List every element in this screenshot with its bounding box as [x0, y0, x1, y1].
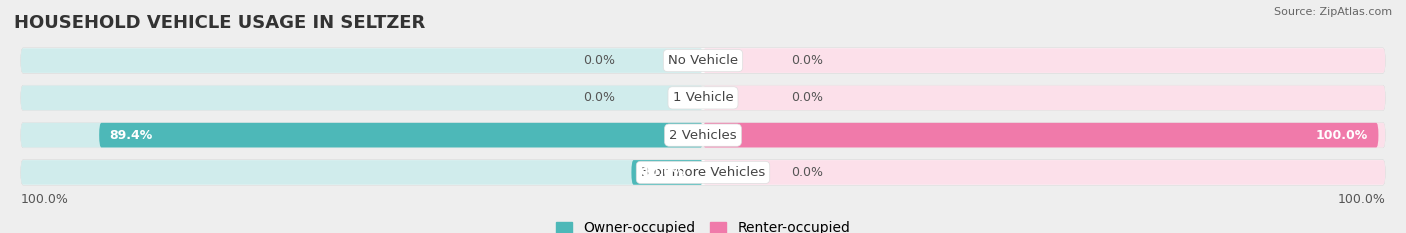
Text: 0.0%: 0.0%: [790, 54, 823, 67]
Text: HOUSEHOLD VEHICLE USAGE IN SELTZER: HOUSEHOLD VEHICLE USAGE IN SELTZER: [14, 14, 425, 32]
Text: 1 Vehicle: 1 Vehicle: [672, 91, 734, 104]
Text: 2 Vehicles: 2 Vehicles: [669, 129, 737, 142]
FancyBboxPatch shape: [21, 160, 1385, 185]
Text: 3 or more Vehicles: 3 or more Vehicles: [641, 166, 765, 179]
FancyBboxPatch shape: [100, 123, 703, 147]
Text: 0.0%: 0.0%: [583, 54, 616, 67]
Text: 100.0%: 100.0%: [21, 193, 69, 206]
FancyBboxPatch shape: [703, 123, 1385, 147]
FancyBboxPatch shape: [21, 85, 1385, 110]
Text: 100.0%: 100.0%: [1316, 129, 1368, 142]
Text: 89.4%: 89.4%: [110, 129, 152, 142]
FancyBboxPatch shape: [703, 48, 1385, 73]
FancyBboxPatch shape: [703, 123, 1378, 147]
Text: 0.0%: 0.0%: [790, 91, 823, 104]
Text: 0.0%: 0.0%: [790, 166, 823, 179]
FancyBboxPatch shape: [21, 123, 1385, 148]
Text: 100.0%: 100.0%: [1337, 193, 1385, 206]
Text: 10.6%: 10.6%: [641, 166, 685, 179]
FancyBboxPatch shape: [21, 160, 703, 185]
FancyBboxPatch shape: [631, 160, 703, 185]
Text: No Vehicle: No Vehicle: [668, 54, 738, 67]
FancyBboxPatch shape: [21, 123, 703, 147]
FancyBboxPatch shape: [21, 48, 1385, 73]
Legend: Owner-occupied, Renter-occupied: Owner-occupied, Renter-occupied: [550, 216, 856, 233]
FancyBboxPatch shape: [21, 86, 703, 110]
FancyBboxPatch shape: [703, 160, 1385, 185]
FancyBboxPatch shape: [21, 48, 703, 73]
FancyBboxPatch shape: [703, 86, 1385, 110]
Text: 0.0%: 0.0%: [583, 91, 616, 104]
Text: Source: ZipAtlas.com: Source: ZipAtlas.com: [1274, 7, 1392, 17]
